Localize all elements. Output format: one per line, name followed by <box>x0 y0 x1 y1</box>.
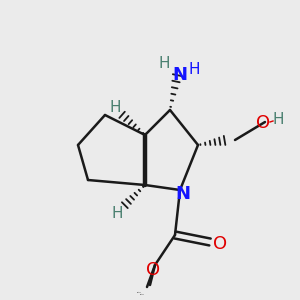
Text: H: H <box>188 62 200 77</box>
Text: H: H <box>272 112 284 127</box>
Text: N: N <box>176 185 190 203</box>
Text: O: O <box>146 261 160 279</box>
Text: H: H <box>109 100 121 115</box>
Text: methyl: methyl <box>140 294 145 295</box>
Text: H: H <box>111 206 123 220</box>
Text: O: O <box>213 235 227 253</box>
Text: methyl: methyl <box>137 292 142 293</box>
Text: O: O <box>256 114 270 132</box>
Text: N: N <box>172 66 188 84</box>
Text: H: H <box>158 56 170 71</box>
